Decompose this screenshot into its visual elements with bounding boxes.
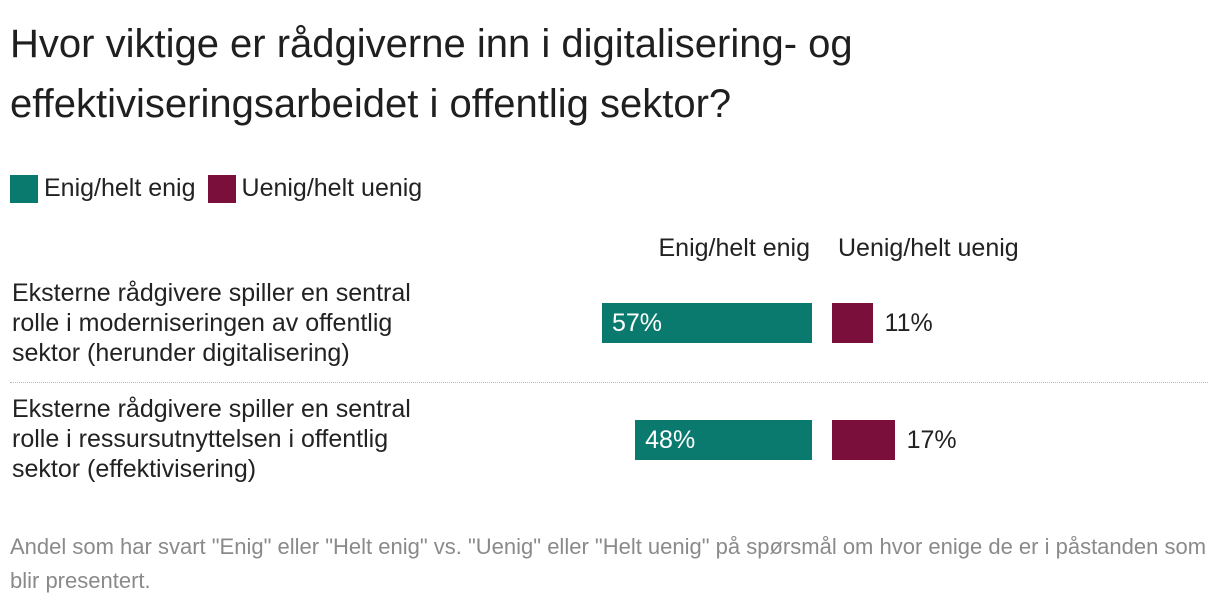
legend-swatch-agree — [10, 174, 38, 203]
footnote: Andel som har svart "Enig" eller "Helt e… — [10, 534, 1207, 593]
legend-label-agree: Enig/helt enig — [44, 174, 196, 202]
bar-label-agree: 57% — [612, 309, 663, 337]
legend-swatch-disagree — [207, 174, 236, 203]
bar-disagree — [832, 303, 873, 343]
legend-item-disagree: Uenig/helt uenig — [207, 174, 423, 203]
bar-label-disagree: 17% — [906, 426, 957, 454]
row-divider — [10, 382, 1208, 383]
legend-item-agree: Enig/helt enig — [10, 174, 196, 203]
bar-agree — [635, 420, 812, 460]
bar-label-disagree: 11% — [884, 309, 933, 337]
column-header-agree: Enig/helt enig — [658, 234, 810, 262]
legend-label-disagree: Uenig/helt uenig — [241, 174, 423, 202]
category-label: Eksterne rådgivere spiller en sentral ro… — [12, 395, 411, 483]
chart-title: Hvor viktige er rådgiverne inn i digital… — [10, 22, 853, 126]
bar-label-agree: 48% — [645, 426, 696, 454]
category-label: Eksterne rådgivere spiller en sentral ro… — [12, 279, 411, 367]
legend: Enig/helt enig Uenig/helt uenig — [10, 174, 434, 203]
column-header-disagree: Uenig/helt uenig — [838, 234, 1019, 262]
bar-agree — [602, 303, 812, 343]
bar-disagree — [832, 420, 895, 460]
